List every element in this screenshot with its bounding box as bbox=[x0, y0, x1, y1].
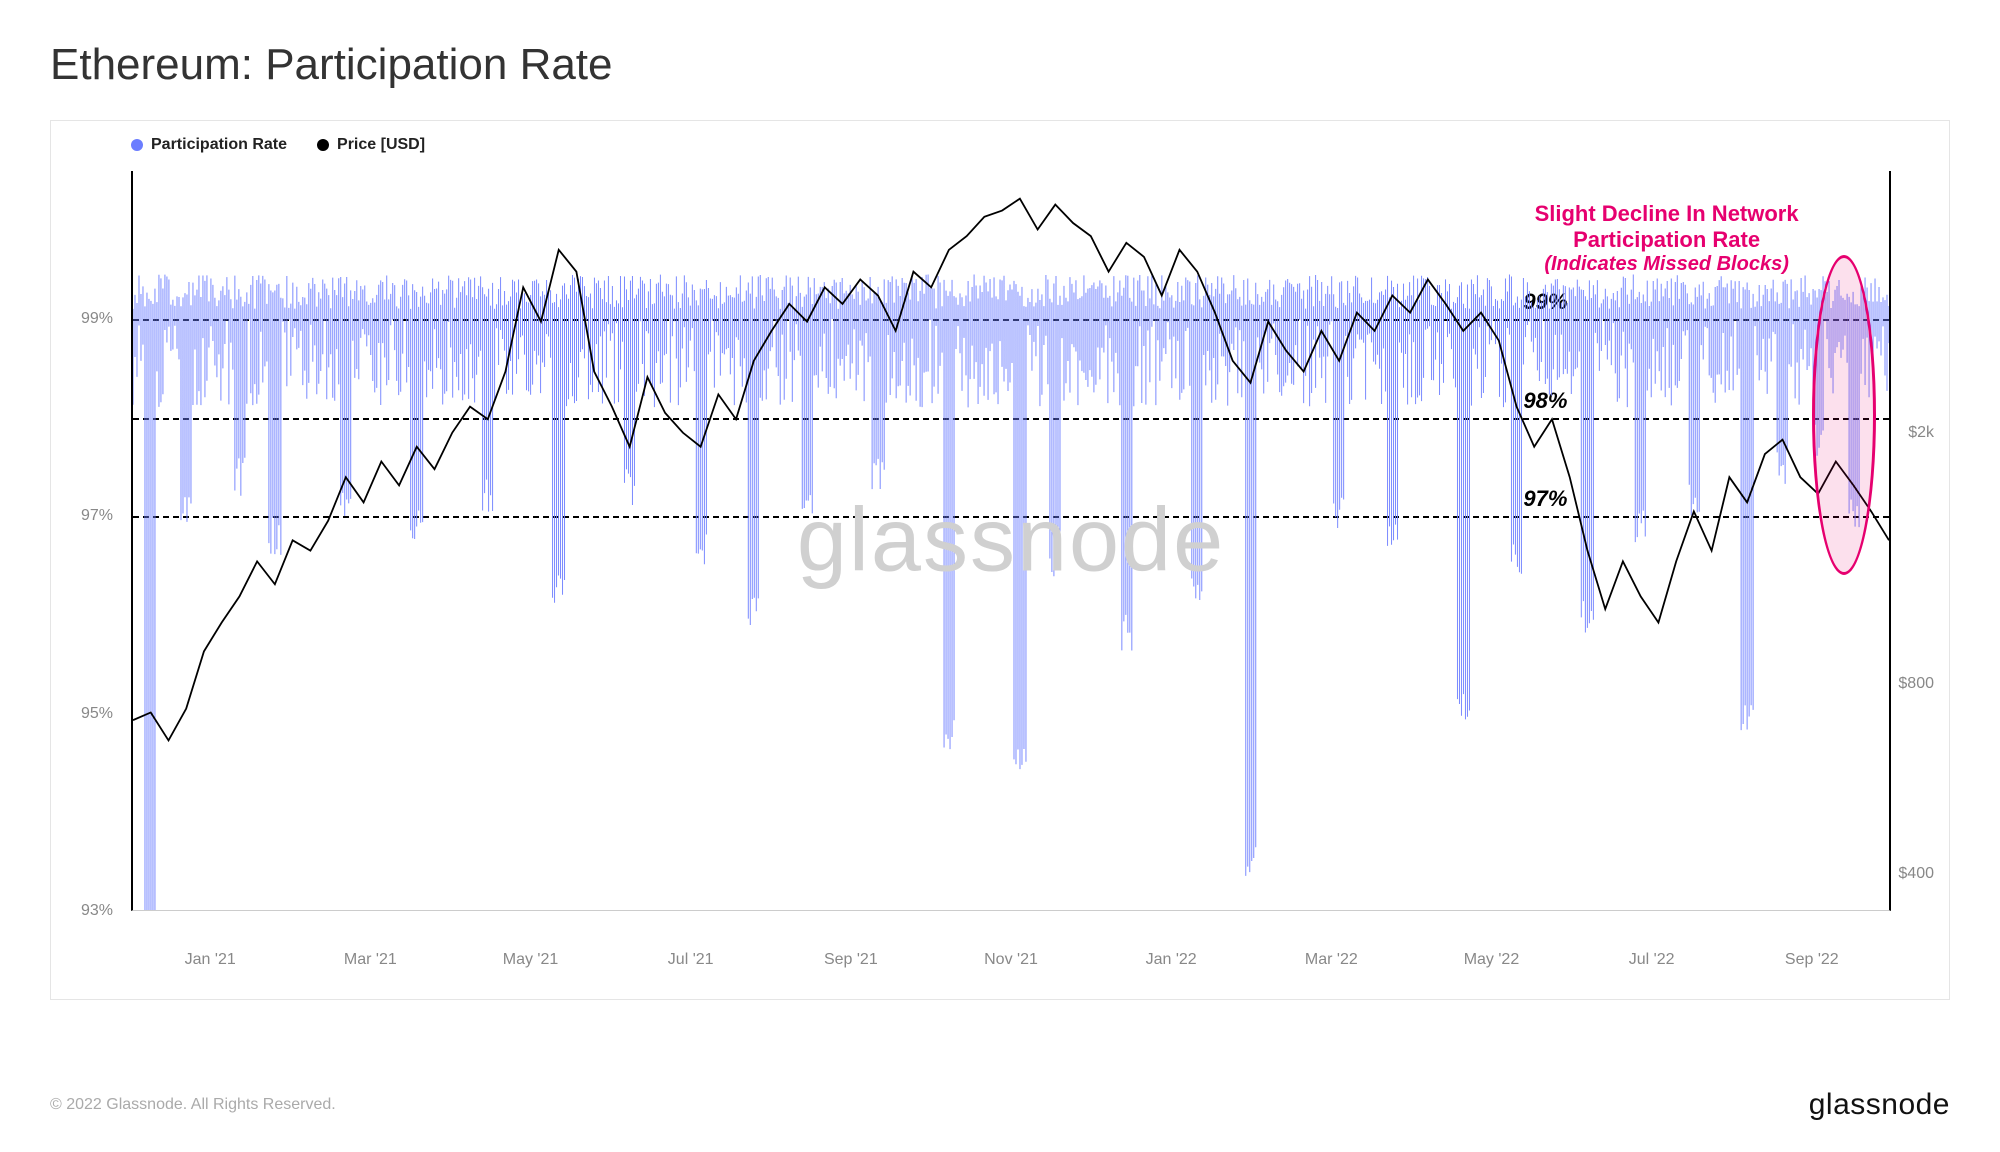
legend-item-participation: Participation Rate bbox=[131, 136, 287, 154]
brand-logo: glassnode bbox=[1809, 1088, 1950, 1122]
x-tick-label: Jul '21 bbox=[668, 951, 714, 969]
legend-item-price: Price [USD] bbox=[317, 136, 425, 154]
legend-label-price: Price [USD] bbox=[337, 136, 425, 154]
chart-legend: Participation Rate Price [USD] bbox=[131, 136, 425, 154]
legend-dot-participation bbox=[131, 139, 143, 151]
x-tick-label: Jan '21 bbox=[185, 951, 236, 969]
x-tick-label: Jul '22 bbox=[1629, 951, 1675, 969]
chart-title: Ethereum: Participation Rate bbox=[50, 40, 1950, 90]
x-tick-label: Sep '22 bbox=[1785, 951, 1839, 969]
footer: © 2022 Glassnode. All Rights Reserved. g… bbox=[50, 1088, 1950, 1122]
x-tick-label: May '22 bbox=[1464, 951, 1520, 969]
legend-label-participation: Participation Rate bbox=[151, 136, 287, 154]
y-left-tick-label: 97% bbox=[81, 507, 113, 525]
annotation-callout: Slight Decline In NetworkParticipation R… bbox=[1497, 201, 1837, 277]
x-tick-label: Mar '21 bbox=[344, 951, 397, 969]
legend-dot-price bbox=[317, 139, 329, 151]
y-left-tick-label: 99% bbox=[81, 310, 113, 328]
y-right-tick-label: $2k bbox=[1908, 424, 1934, 442]
x-tick-label: Mar '22 bbox=[1305, 951, 1358, 969]
chart-container: Participation Rate Price [USD] glassnode… bbox=[50, 120, 1950, 1000]
plot-area: glassnode 99%98%97%Slight Decline In Net… bbox=[131, 171, 1891, 911]
x-tick-label: Sep '21 bbox=[824, 951, 878, 969]
price-series bbox=[133, 171, 1889, 910]
y-left-tick-label: 95% bbox=[81, 705, 113, 723]
x-tick-label: Nov '21 bbox=[984, 951, 1038, 969]
y-right-tick-label: $400 bbox=[1898, 865, 1934, 883]
y-right-tick-label: $800 bbox=[1898, 675, 1934, 693]
x-tick-label: Jan '22 bbox=[1146, 951, 1197, 969]
copyright-text: © 2022 Glassnode. All Rights Reserved. bbox=[50, 1096, 336, 1114]
y-left-tick-label: 93% bbox=[81, 902, 113, 920]
x-tick-label: May '21 bbox=[503, 951, 559, 969]
